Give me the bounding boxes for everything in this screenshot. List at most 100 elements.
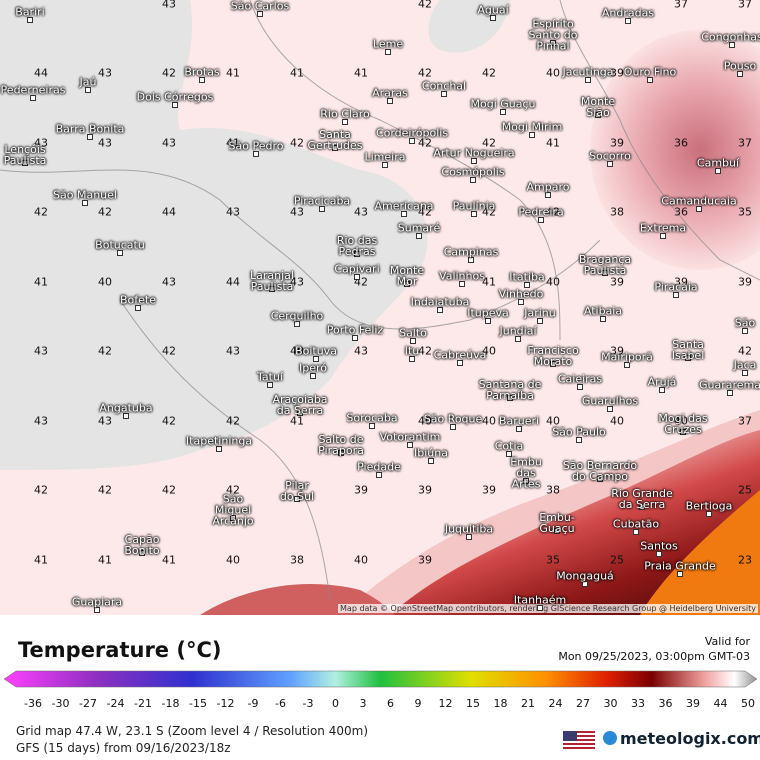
city-marker (537, 605, 543, 611)
grid-value: 40 (354, 553, 368, 567)
city-label: Jaca (733, 358, 757, 372)
city-label: Pederneiras (0, 83, 66, 97)
city-marker (607, 406, 613, 412)
city-marker (376, 472, 382, 478)
grid-value: 41 (226, 136, 240, 150)
grid-value: 40 (482, 344, 496, 358)
grid-value: 42 (162, 66, 176, 80)
city-label: Capivari (334, 262, 380, 276)
colorbar-tick-label: 50 (741, 697, 755, 710)
city-marker (459, 281, 465, 287)
city-label: São Roque (423, 412, 483, 426)
city-marker (87, 134, 93, 140)
city-label: Conchal (421, 79, 467, 93)
city-label: Bariri (15, 5, 45, 19)
colorbar-tick-label: -12 (216, 697, 235, 710)
valid-label: Valid for (704, 635, 750, 648)
city-marker (269, 286, 275, 292)
city-marker (577, 384, 583, 390)
city-label: Itanhaém (513, 593, 567, 607)
colorbar-tick-label: -30 (51, 697, 70, 710)
city-marker (550, 40, 556, 46)
grid-value: 42 (418, 344, 432, 358)
grid-value: 43 (226, 205, 240, 219)
grid-value: 42 (162, 344, 176, 358)
city-marker (500, 109, 506, 115)
grid-value: 44 (162, 205, 176, 219)
city-marker (706, 511, 712, 517)
grid-value: 43 (98, 66, 112, 80)
city-marker (595, 112, 601, 118)
grid-value: 42 (98, 344, 112, 358)
city-label: Araçoiaba da Serra (272, 393, 328, 417)
grid-value: 40 (290, 344, 304, 358)
city-label: Itu (404, 344, 420, 358)
grid-value: 44 (34, 66, 48, 80)
city-marker (471, 158, 477, 164)
grid-value: 42 (290, 136, 304, 150)
brand[interactable]: meteologix.com (620, 729, 760, 748)
city-label: Dois Córregos (136, 90, 214, 104)
grid-value: 43 (226, 344, 240, 358)
city-marker (602, 270, 608, 276)
grid-value: 41 (226, 66, 240, 80)
map: Map data © OpenStreetMap contributors, r… (0, 0, 760, 615)
colorbar-tick-label: -27 (79, 697, 97, 710)
city-marker (600, 316, 606, 322)
colorbar-tick-label: -36 (24, 697, 42, 710)
colorbar (3, 670, 758, 688)
colorbar-tick-label: 18 (493, 697, 508, 710)
city-marker (416, 233, 422, 239)
grid-value: 37 (674, 0, 688, 11)
city-marker (135, 305, 141, 311)
grid-value: 23 (738, 553, 752, 567)
city-label: Porto Feliz (326, 323, 384, 337)
city-marker (30, 95, 36, 101)
grid-value: 25 (610, 553, 624, 567)
city-marker (297, 410, 303, 416)
city-label: São Miguel Arcanjo (212, 492, 254, 528)
grid-value: 42 (98, 483, 112, 497)
city-marker (659, 387, 665, 393)
city-label: Congonhas (701, 30, 760, 44)
city-label: Mairiporã (601, 350, 653, 364)
grid-value: 43 (290, 275, 304, 289)
city-label: Laranjal Paulista (250, 269, 294, 293)
grid-value: 42 (482, 66, 496, 80)
grid-value: 39 (482, 483, 496, 497)
city-label: Socorro (589, 149, 631, 163)
city-marker (470, 177, 476, 183)
flag-icon[interactable] (563, 731, 595, 751)
city-label: Sorocaba (346, 411, 398, 425)
colorbar-tick-label: -6 (275, 697, 286, 710)
city-marker (404, 281, 410, 287)
grid-value: 38 (290, 553, 304, 567)
brand-icon (603, 731, 617, 745)
city-marker (538, 217, 544, 223)
grid-value: 40 (610, 414, 624, 428)
colorbar-tick-label: -9 (247, 697, 259, 710)
city-marker (545, 192, 551, 198)
city-label: Mogi das Cruzes (658, 412, 708, 436)
city-marker (466, 534, 472, 540)
colorbar-tick-label: -21 (134, 697, 152, 710)
city-marker (82, 200, 88, 206)
colorbar-tick-label: 21 (521, 697, 535, 710)
city-label: Votorantim (379, 430, 441, 444)
city-marker (319, 206, 325, 212)
grid-value: 44 (226, 275, 240, 289)
grid-value: 39 (674, 275, 688, 289)
city-label: Amparo (526, 180, 570, 194)
city-label: Santana de Parnaíba (478, 378, 542, 402)
city-label: Pedreira (518, 205, 564, 219)
city-label: Vinhedo (498, 287, 544, 301)
grid-value: 40 (674, 414, 688, 428)
colorbar-tick-label: 15 (466, 697, 480, 710)
city-label: Mongaguá (556, 569, 614, 583)
grid-value: 41 (34, 553, 48, 567)
city-marker (485, 318, 491, 324)
city-label: São Manuel (53, 188, 117, 202)
city-label: Cosmópolis (441, 165, 505, 179)
grid-value: 25 (738, 483, 752, 497)
